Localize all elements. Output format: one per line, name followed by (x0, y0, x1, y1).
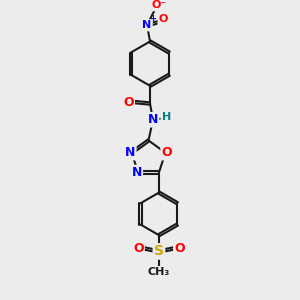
Text: O: O (174, 242, 185, 255)
Text: +: + (149, 14, 156, 23)
Text: O: O (123, 95, 134, 109)
Text: O: O (159, 14, 168, 24)
Text: H: H (162, 112, 171, 122)
Text: N: N (125, 146, 135, 159)
Text: O⁻: O⁻ (152, 0, 167, 10)
Text: CH₃: CH₃ (148, 267, 170, 277)
Text: O: O (133, 242, 144, 255)
Text: N: N (142, 20, 152, 30)
Text: N: N (148, 113, 158, 126)
Text: N: N (131, 166, 142, 179)
Text: O: O (161, 146, 172, 159)
Text: S: S (154, 244, 164, 258)
